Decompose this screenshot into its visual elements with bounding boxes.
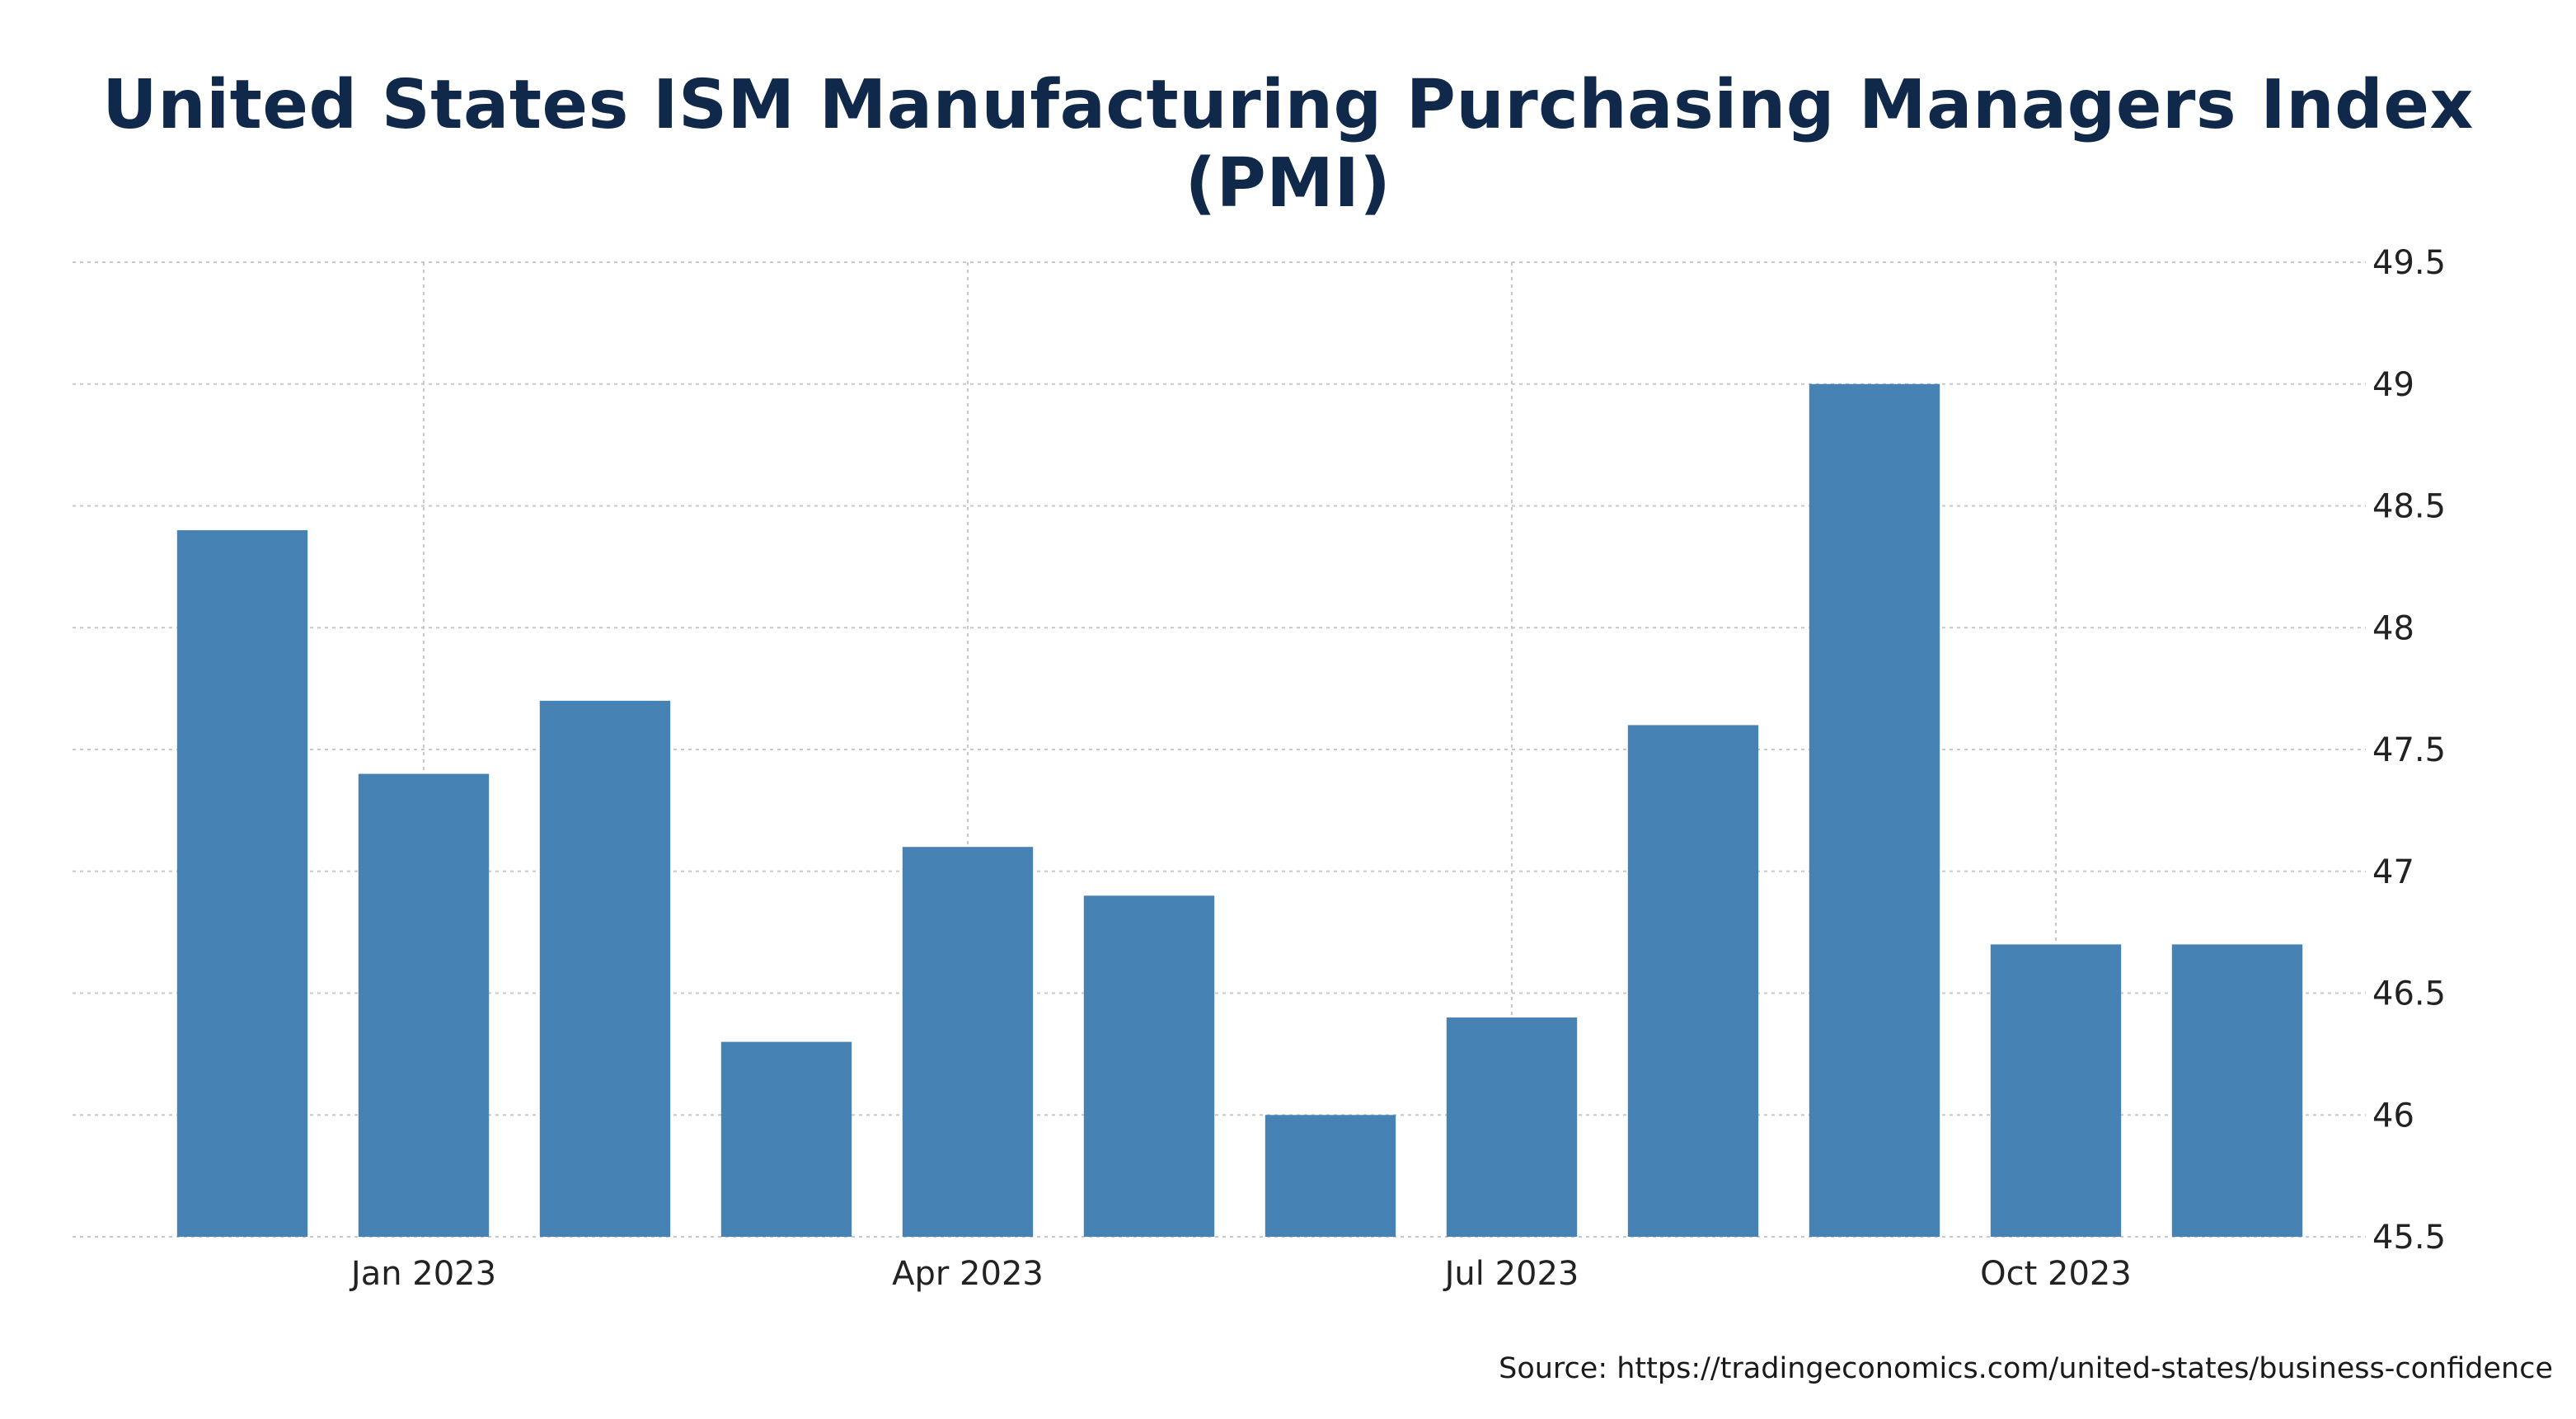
bar <box>720 1041 852 1237</box>
y-tick-label: 47.5 <box>2372 731 2446 769</box>
x-axis: Jan 2023 Apr 2023 Jul 2023 Oct 2023 <box>349 1255 2132 1293</box>
bar <box>539 700 671 1237</box>
chart-title: United States ISM Manufacturing Purchasi… <box>102 66 2474 223</box>
source-note: Source: https://tradingeconomics.com/uni… <box>1499 1352 2553 1385</box>
x-tick-label: Oct 2023 <box>1980 1255 2132 1293</box>
y-tick-label: 46 <box>2372 1097 2414 1135</box>
y-tick-label: 49 <box>2372 366 2414 404</box>
y-tick-label: 48.5 <box>2372 488 2446 526</box>
bar <box>1809 383 1940 1237</box>
bar <box>1083 895 1215 1237</box>
bar <box>1990 944 2122 1237</box>
x-tick-label: Jul 2023 <box>1443 1255 1579 1293</box>
bar <box>2171 944 2303 1237</box>
y-tick-label: 45.5 <box>2372 1219 2446 1257</box>
y-tick-label: 48 <box>2372 609 2414 647</box>
x-tick-label: Apr 2023 <box>892 1255 1044 1293</box>
bar-series <box>176 383 2303 1237</box>
bar <box>358 773 490 1237</box>
bar <box>1627 725 1759 1237</box>
y-tick-label: 49.5 <box>2372 244 2446 282</box>
y-tick-label: 47 <box>2372 853 2414 891</box>
y-axis: 45.5 46 46.5 47 47.5 48 48.5 49 49.5 <box>2372 244 2446 1257</box>
x-tick-label: Jan 2023 <box>349 1255 496 1293</box>
bar <box>902 847 1034 1237</box>
y-tick-label: 46.5 <box>2372 975 2446 1013</box>
bar <box>176 530 308 1237</box>
bar <box>1446 1017 1578 1237</box>
bar <box>1265 1115 1396 1237</box>
